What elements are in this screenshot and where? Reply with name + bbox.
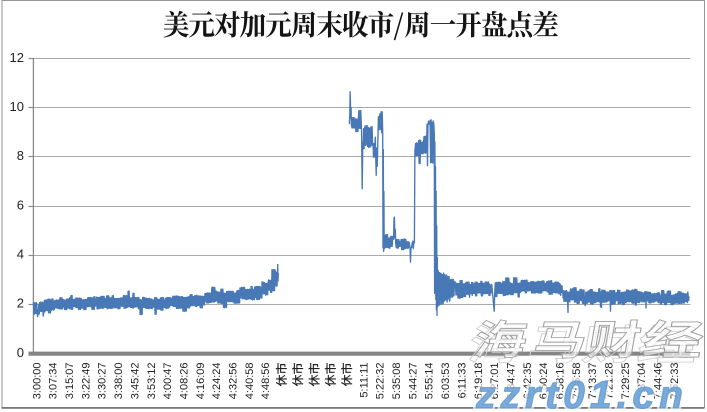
svg-text:6:11:33: 6:11:33 — [456, 363, 468, 399]
svg-text:12: 12 — [10, 50, 24, 65]
svg-text:2: 2 — [17, 296, 24, 311]
svg-text:8: 8 — [17, 148, 24, 163]
svg-text:4:32:56: 4:32:56 — [228, 363, 240, 400]
svg-text:zzrt01.cn: zzrt01.cn — [475, 374, 688, 412]
svg-text:4:48:56: 4:48:56 — [260, 363, 272, 400]
svg-text:7:37:04: 7:37:04 — [636, 363, 648, 400]
svg-text:3:53:12: 3:53:12 — [146, 363, 158, 400]
svg-text:7:44:46: 7:44:46 — [653, 363, 665, 400]
svg-text:6:19:18: 6:19:18 — [473, 363, 485, 400]
svg-text:10: 10 — [10, 99, 24, 114]
svg-text:6: 6 — [17, 197, 24, 212]
svg-text:4:40:58: 4:40:58 — [244, 363, 256, 400]
svg-text:5:55:14: 5:55:14 — [424, 363, 436, 400]
svg-text:4: 4 — [17, 247, 24, 262]
svg-text:4:08:26: 4:08:26 — [179, 363, 191, 400]
svg-text:6:34:47: 6:34:47 — [506, 363, 518, 400]
svg-text:3:45:42: 3:45:42 — [129, 363, 141, 400]
svg-text:3:38:00: 3:38:00 — [113, 363, 125, 400]
svg-text:5:35:08: 5:35:08 — [391, 363, 403, 400]
svg-text:3:00:00: 3:00:00 — [31, 363, 43, 400]
svg-text:6:03:53: 6:03:53 — [440, 363, 452, 400]
svg-text:5:22:32: 5:22:32 — [375, 363, 387, 400]
svg-text:7:29:25: 7:29:25 — [620, 363, 632, 400]
svg-text:5:44:27: 5:44:27 — [407, 363, 419, 400]
svg-text:3:15:07: 3:15:07 — [64, 363, 76, 400]
svg-text:zzrt01.cn: zzrt01.cn — [475, 374, 688, 412]
svg-text:7:05:58: 7:05:58 — [571, 363, 583, 400]
svg-text:6:50:24: 6:50:24 — [538, 363, 550, 400]
svg-text:6:58:16: 6:58:16 — [555, 363, 567, 400]
svg-text:7:52:33: 7:52:33 — [669, 363, 681, 400]
svg-text:4:24:24: 4:24:24 — [211, 363, 223, 400]
svg-text:3:22:49: 3:22:49 — [80, 363, 92, 400]
svg-text:7:21:28: 7:21:28 — [604, 363, 616, 400]
svg-text:4:16:09: 4:16:09 — [195, 363, 207, 400]
svg-text:7:13:37: 7:13:37 — [587, 363, 599, 400]
svg-text:0: 0 — [17, 345, 24, 360]
svg-text:3:07:34: 3:07:34 — [48, 363, 60, 400]
svg-text:6:27:01: 6:27:01 — [489, 363, 501, 400]
svg-text:5:11:11: 5:11:11 — [358, 363, 370, 398]
svg-text:3:30:27: 3:30:27 — [97, 363, 109, 400]
svg-text:6:42:35: 6:42:35 — [522, 363, 534, 400]
svg-text:4:00:47: 4:00:47 — [162, 363, 174, 400]
